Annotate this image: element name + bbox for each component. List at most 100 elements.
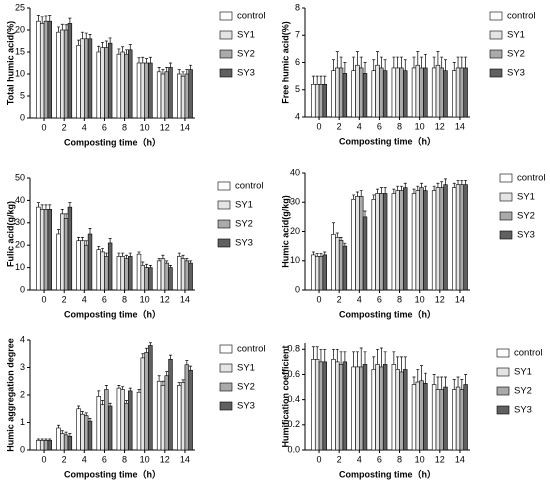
error-bar	[379, 187, 383, 194]
error-bar	[189, 64, 193, 70]
x-tick-label: 4	[82, 454, 87, 464]
error-bar	[121, 386, 125, 390]
y-tick-label: 3	[20, 362, 25, 372]
legend-label: SY2	[237, 382, 255, 393]
bar	[164, 375, 169, 451]
bar	[322, 254, 327, 291]
bar	[180, 382, 186, 451]
error-bar	[56, 26, 60, 33]
bar	[371, 70, 376, 118]
y-tick-label: 15	[15, 46, 25, 56]
error-bar	[379, 347, 383, 367]
bar	[76, 240, 81, 291]
bar	[67, 23, 73, 119]
legend-label: control	[514, 348, 543, 359]
bar	[177, 73, 182, 119]
legend-swatch	[219, 68, 233, 78]
bar	[415, 190, 420, 291]
error-bar	[416, 51, 420, 66]
bar	[395, 190, 400, 291]
x-tick-label: 4	[357, 121, 362, 131]
y-tick-label: 0	[20, 444, 25, 454]
error-bar	[379, 56, 383, 68]
bar	[459, 184, 465, 291]
bar	[439, 389, 444, 451]
error-bar	[416, 369, 420, 383]
bar	[136, 391, 142, 451]
legend-swatch	[499, 192, 513, 202]
bar	[439, 67, 444, 118]
legend-label: SY3	[237, 68, 255, 79]
error-bar	[145, 347, 149, 353]
bar	[318, 361, 324, 451]
legend-swatch	[496, 386, 510, 396]
error-bar	[396, 56, 400, 68]
bar	[47, 440, 52, 451]
error-bar	[315, 253, 319, 257]
error-bar	[88, 34, 92, 39]
y-axis-title: Total humic acid(%)	[5, 21, 15, 105]
error-bar	[121, 46, 125, 52]
error-bar	[319, 253, 323, 257]
bar	[100, 251, 105, 291]
error-bar	[181, 71, 185, 77]
panel: 0 10 20 30 40 50 0 2 4 6 8 10 12 14 Composting time（h）…	[5, 172, 263, 319]
bar	[56, 31, 61, 119]
error-bar	[315, 346, 319, 360]
bar	[104, 389, 109, 451]
error-bar	[145, 263, 149, 268]
bar	[455, 386, 461, 451]
legend-swatch	[499, 211, 513, 221]
legend-swatch	[496, 348, 510, 358]
error-bar	[319, 348, 323, 362]
error-bar	[311, 251, 315, 255]
error-bar	[436, 182, 440, 188]
error-bar	[165, 67, 169, 72]
error-bar	[355, 351, 359, 367]
bar	[56, 233, 61, 291]
error-bar	[323, 348, 327, 362]
error-bar	[436, 376, 440, 390]
x-tick-label: 0	[317, 454, 322, 464]
legend-label: SY1	[235, 200, 253, 211]
bar	[120, 389, 125, 451]
legend-swatch	[219, 344, 233, 354]
error-bar	[372, 194, 376, 200]
bar	[359, 67, 364, 118]
bar	[411, 67, 417, 118]
bar	[87, 38, 93, 119]
legend-swatch	[489, 30, 503, 40]
x-axis-title: Composting time（h）	[64, 309, 161, 319]
bar	[107, 242, 113, 291]
panel: 0 5 10 15 20 25 0 2 4 6 8 10 12 14 Composting time（h） T…	[5, 2, 265, 147]
bar	[382, 364, 388, 451]
bar	[395, 67, 400, 118]
x-tick-label: 0	[42, 294, 47, 304]
error-bar	[416, 185, 420, 191]
legend-label: SY3	[514, 405, 532, 416]
x-tick-label: 12	[435, 454, 445, 464]
bar	[411, 193, 417, 291]
bar	[322, 361, 327, 451]
y-tick-label: 0	[20, 112, 25, 122]
error-bar	[399, 185, 403, 191]
y-tick-label: 20	[15, 240, 25, 250]
bar	[188, 262, 193, 291]
y-tick-label: 10	[290, 255, 300, 265]
error-bar	[343, 242, 347, 247]
error-bar	[141, 56, 145, 63]
y-tick-label: 0.8	[287, 344, 300, 354]
bar	[311, 254, 316, 291]
y-tick-label: 0.0	[287, 444, 300, 454]
bar	[160, 385, 166, 451]
x-tick-label: 4	[357, 294, 362, 304]
bar	[399, 190, 404, 291]
legend-label: SY1	[237, 363, 255, 374]
bar	[379, 67, 384, 118]
error-bar	[64, 213, 68, 219]
legend-swatch	[219, 401, 233, 411]
bar	[96, 396, 101, 451]
legend-label: control	[517, 173, 546, 184]
error-bar	[452, 62, 456, 71]
